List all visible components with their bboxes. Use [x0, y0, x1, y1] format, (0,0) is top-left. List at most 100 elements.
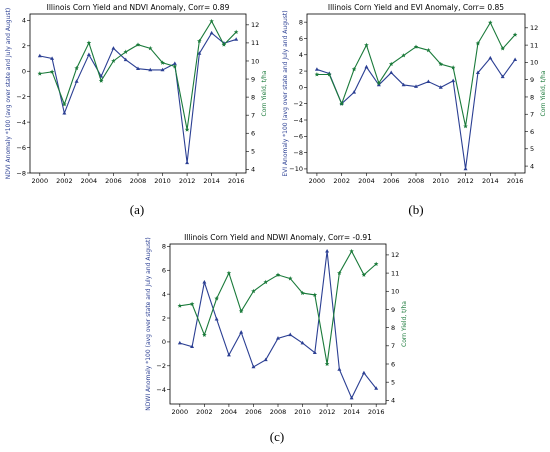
index-anomaly-point	[136, 66, 140, 71]
corn-yield-point	[327, 72, 332, 77]
y-right-tick-label: 6	[391, 360, 395, 368]
corn-yield-point	[172, 64, 178, 69]
corn-yield-point	[189, 301, 195, 306]
y-left-tick-label: 0	[22, 68, 26, 76]
x-tick-label: 2014	[343, 408, 360, 416]
chart-panel-a: Illinois Corn Yield and NDVI Anomaly, Co…	[5, 3, 268, 185]
index-anomaly-point	[276, 336, 280, 340]
corn-yield-series-line	[179, 250, 377, 365]
y-right-tick-label: 6	[251, 130, 255, 138]
y-left-tick-label: −6	[293, 133, 303, 141]
corn-yield-point	[233, 29, 239, 35]
index-anomaly-point	[300, 340, 305, 345]
index-anomaly-point	[401, 82, 406, 87]
y-left-tick-label: −2	[293, 100, 303, 108]
index-anomaly-point	[177, 340, 182, 345]
x-tick-label: 2014	[482, 177, 499, 185]
corn-yield-point	[177, 303, 183, 308]
corn-yield-point	[426, 47, 431, 53]
y-right-tick-label: 4	[251, 166, 255, 174]
index-anomaly-point	[312, 350, 317, 354]
index-anomaly-point	[414, 84, 418, 88]
y-left-axis-label: NDVI Anomaly *100 (avg over state and Ju…	[5, 8, 12, 179]
index-anomaly-point	[374, 386, 379, 390]
panel-caption: (b)	[408, 202, 423, 217]
index-anomaly-point	[209, 30, 214, 35]
index-anomaly-point	[239, 330, 244, 334]
x-tick-label: 2006	[383, 177, 400, 185]
corn-yield-point	[251, 288, 256, 294]
y-right-tick-label: 5	[530, 145, 534, 153]
x-tick-label: 2002	[333, 177, 350, 185]
index-anomaly-point	[37, 53, 42, 58]
y-left-tick-label: 2	[22, 42, 26, 50]
corn-yield-point	[488, 20, 493, 25]
corn-yield-series-line	[316, 21, 516, 127]
y-right-tick-label: 10	[251, 57, 259, 65]
corn-yield-point	[197, 38, 202, 44]
index-anomaly-point	[389, 70, 394, 75]
x-tick-label: 2000	[32, 177, 49, 185]
y-left-tick-label: 0	[162, 338, 166, 346]
corn-yield-point	[312, 292, 318, 297]
corn-yield-point	[86, 40, 92, 45]
corn-yield-point	[49, 69, 55, 74]
panel-caption: (c)	[270, 429, 284, 444]
corn-yield-point	[263, 279, 269, 285]
y-right-tick-label: 11	[251, 39, 259, 47]
plot-frame	[169, 243, 387, 405]
x-tick-label: 2014	[203, 177, 220, 185]
y-right-tick-label: 5	[391, 378, 395, 386]
index-anomaly-point	[123, 57, 128, 62]
corn-yield-point	[361, 272, 367, 277]
y-left-axis-label: NDWI Anomaly *100 (avg over state and Ju…	[145, 237, 152, 410]
y-right-tick-label: 8	[251, 93, 255, 101]
x-tick-label: 2010	[432, 177, 449, 185]
chart-title: Illinois Corn Yield and NDWI Anomaly, Co…	[184, 233, 372, 242]
x-tick-label: 2004	[81, 177, 98, 185]
y-left-tick-label: −2	[16, 93, 26, 101]
index-anomaly-point	[251, 364, 256, 369]
y-left-tick-label: 6	[162, 267, 166, 275]
chart-panel-c: Illinois Corn Yield and NDWI Anomaly, Co…	[145, 233, 408, 416]
y-left-axis-label: EVI Anomaly *100 (avg over state and Jul…	[282, 10, 289, 176]
y-right-tick-label: 7	[530, 111, 534, 119]
y-left-tick-label: −8	[16, 169, 26, 177]
corn-yield-point	[98, 78, 104, 83]
index-anomaly-point	[214, 317, 219, 321]
index-anomaly-point	[74, 79, 79, 83]
x-tick-label: 2012	[457, 177, 474, 185]
y-right-tick-label: 11	[530, 41, 538, 49]
corn-yield-point	[413, 44, 419, 49]
corn-yield-point	[275, 272, 281, 277]
index-anomaly-point	[376, 82, 381, 87]
x-tick-label: 2000	[309, 177, 326, 185]
corn-yield-point	[512, 32, 518, 37]
y-right-tick-label: 5	[251, 148, 255, 156]
index-anomaly-series-line	[39, 32, 237, 163]
index-anomaly-point	[62, 111, 67, 115]
index-anomaly-point	[349, 395, 354, 400]
y-left-tick-label: 0	[299, 84, 303, 92]
corn-yield-point	[74, 65, 79, 71]
y-left-tick-label: 4	[299, 51, 303, 59]
x-tick-label: 2006	[245, 408, 262, 416]
y-left-tick-label: 4	[22, 17, 26, 25]
corn-yield-point	[463, 123, 468, 129]
x-tick-label: 2012	[179, 177, 196, 185]
y-right-tick-label: 7	[391, 342, 395, 350]
corn-yield-point	[450, 65, 456, 70]
plot-frame	[306, 13, 526, 174]
corn-yield-point	[123, 49, 129, 54]
x-tick-label: 2002	[56, 177, 73, 185]
y-right-tick-label: 7	[251, 111, 255, 119]
plot-frame	[29, 13, 247, 174]
corn-yield-point	[351, 66, 357, 72]
corn-yield-point	[401, 53, 406, 58]
corn-yield-point	[238, 308, 244, 314]
index-anomaly-point	[50, 56, 55, 60]
y-left-tick-label: −6	[16, 144, 26, 152]
corn-yield-point	[376, 80, 382, 86]
x-tick-label: 2016	[507, 177, 524, 185]
